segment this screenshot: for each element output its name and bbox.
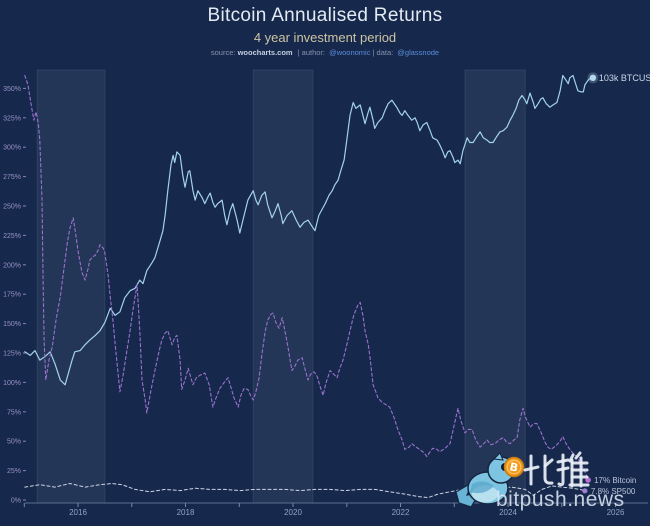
series-bitcoin-return-end-label: 17% Bitcoin <box>594 476 636 485</box>
y-tick-label: 75% <box>7 409 21 416</box>
chart-header: Bitcoin Annualised Returns 4 year invest… <box>0 0 650 57</box>
source-prefix: source: <box>210 48 236 57</box>
y-tick-label: 0% <box>11 498 21 505</box>
x-tick-label: 2024 <box>499 508 517 517</box>
y-tick-label: 50% <box>7 439 21 446</box>
cycle-band-1 <box>36 69 106 504</box>
x-tick-label: 2018 <box>177 508 195 517</box>
x-tick-label: 2016 <box>69 508 87 517</box>
x-tick-label: 2022 <box>392 508 410 517</box>
y-tick-label: 125% <box>3 351 21 358</box>
y-tick-label: 300% <box>3 145 21 152</box>
series-sp500-return-end-label: 7.8% SP500 <box>591 487 636 496</box>
series-bitcoin-return-end-dot <box>585 477 591 483</box>
series-sp500-return-end-dot <box>582 488 588 494</box>
author-handle: @woonomic <box>329 48 371 57</box>
cycle-band-3 <box>464 69 526 504</box>
y-tick-label: 200% <box>3 262 21 269</box>
series-btcusd-end-label: 103k BTCUSD <box>599 73 650 83</box>
x-tick-label: 2026 <box>607 508 625 517</box>
y-tick-label: 100% <box>3 380 21 387</box>
chart-title: Bitcoin Annualised Returns <box>207 5 443 26</box>
cycle-band-2 <box>252 69 314 504</box>
y-tick-label: 175% <box>3 292 21 299</box>
y-tick-label: 275% <box>3 174 21 181</box>
series-line-sp500-return <box>24 483 586 499</box>
y-tick-label: 150% <box>3 321 21 328</box>
chart-source-line: source: woocharts.com | author: @woonomic… <box>0 48 650 57</box>
chart-subtitle: 4 year investment period <box>253 30 397 45</box>
author-prefix: | author: <box>297 48 325 57</box>
series-line-btcusd <box>24 74 594 386</box>
y-tick-label: 325% <box>3 115 21 122</box>
y-tick-label: 225% <box>3 233 21 240</box>
series-btcusd-end-dot <box>589 74 597 82</box>
x-tick-label: 2020 <box>284 508 302 517</box>
source-site: woocharts.com <box>237 48 293 57</box>
series-line-bitcoin-return <box>24 74 589 481</box>
data-prefix: | data: <box>372 48 394 57</box>
data-handle: @glassnode <box>397 48 440 57</box>
y-tick-label: 350% <box>3 86 21 93</box>
y-tick-label: 250% <box>3 204 21 211</box>
y-tick-label: 25% <box>7 468 21 475</box>
